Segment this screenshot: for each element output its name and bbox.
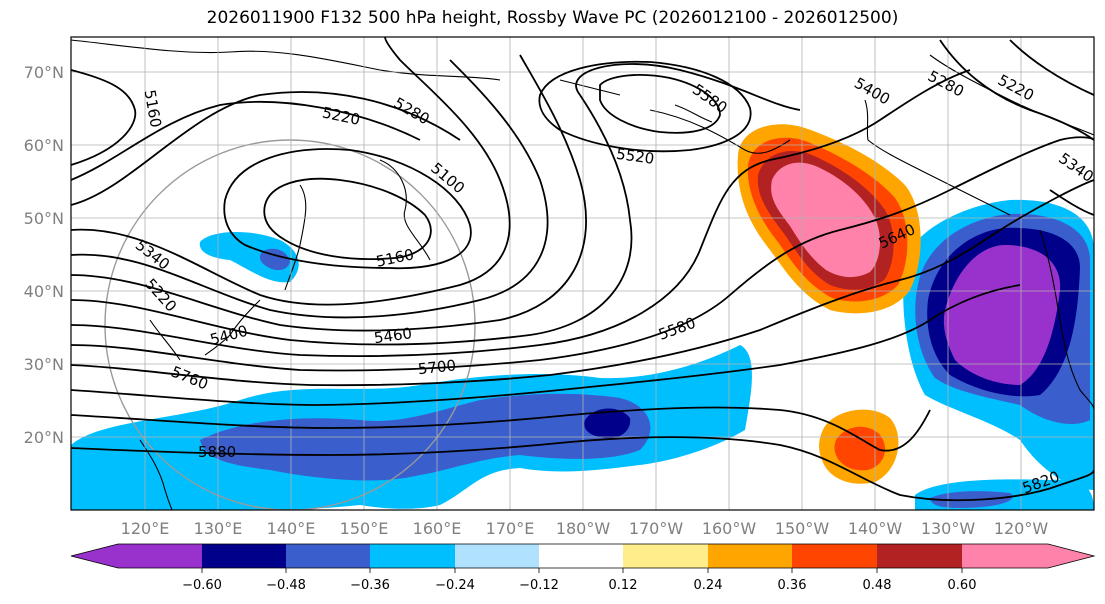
colorbar-segment: [962, 544, 1048, 568]
colorbar-segment: [1048, 544, 1094, 568]
colorbar-segment: [71, 544, 118, 568]
colorbar-tick-label: −0.24: [435, 578, 475, 593]
lon-label: 120°W: [994, 519, 1049, 538]
contour-label: 5700: [417, 356, 457, 378]
colorbar-tick-label: 0.24: [694, 578, 723, 593]
colorbar-segment: [455, 544, 539, 568]
colorbar-tick-label: −0.36: [350, 578, 390, 593]
lon-label: 160°W: [702, 519, 757, 538]
lon-label: 130°E: [194, 519, 243, 538]
lon-label: 120°E: [121, 519, 170, 538]
colorbar-tick-marks: [201, 568, 963, 573]
colorbar-tick-label: −0.12: [519, 578, 559, 593]
map-frame: [70, 36, 1095, 511]
colorbar-tick-label: 0.36: [778, 578, 807, 593]
colorbar-tick-label: 0.48: [863, 578, 892, 593]
colorbar-segment: [539, 544, 623, 568]
lon-label: 150°E: [340, 519, 389, 538]
lon-label: 160°E: [413, 519, 462, 538]
lat-label-30n: 30°N: [24, 355, 64, 374]
height-contours: [71, 37, 1094, 502]
map-title: 2026011900 F132 500 hPa height, Rossby W…: [206, 8, 899, 28]
contour-label: 5520: [615, 145, 655, 168]
lat-label-40n: 40°N: [24, 282, 64, 301]
coastlines: [71, 39, 1094, 510]
colorbar-tick-label: −0.48: [266, 578, 306, 593]
colorbar-segment: [877, 544, 962, 568]
colorbar: −0.60 −0.48 −0.36 −0.24 −0.12 0.12 0.24 …: [70, 543, 1096, 593]
longitude-labels: 120°E 130°E 140°E 150°E 160°E 170°E 180°…: [121, 519, 1049, 538]
lat-label-70n: 70°N: [24, 63, 64, 82]
colorbar-segment: [623, 544, 708, 568]
contour-label: 5460: [373, 324, 413, 347]
colorbar-outline: [70, 543, 1096, 569]
lon-label: 140°E: [267, 519, 316, 538]
lon-label: 170°W: [629, 519, 684, 538]
lon-label: 130°W: [921, 519, 976, 538]
lat-label-20n: 20°N: [24, 428, 64, 447]
colorbar-segment: [792, 544, 877, 568]
colorbar-segment: [202, 544, 286, 568]
lat-label-50n: 50°N: [24, 209, 64, 228]
lon-label: 170°E: [486, 519, 535, 538]
lon-label: 180°W: [556, 519, 611, 538]
colorbar-segment: [118, 544, 202, 568]
colorbar-tick-label: 0.60: [948, 578, 977, 593]
colorbar-segment: [708, 544, 792, 568]
colorbar-segment: [370, 544, 455, 568]
lon-label: 140°W: [848, 519, 903, 538]
colorbar-segment: [286, 544, 370, 568]
gridlines: [71, 37, 1094, 510]
lat-label-60n: 60°N: [24, 136, 64, 155]
gray-great-circle: [104, 139, 476, 510]
latitude-labels: 70°N 60°N 50°N 40°N 30°N 20°N: [24, 63, 64, 447]
lon-label: 150°W: [775, 519, 830, 538]
colorbar-tick-label: −0.60: [182, 578, 222, 593]
colorbar-tick-label: 0.12: [609, 578, 638, 593]
contour-label: 5880: [198, 443, 236, 461]
